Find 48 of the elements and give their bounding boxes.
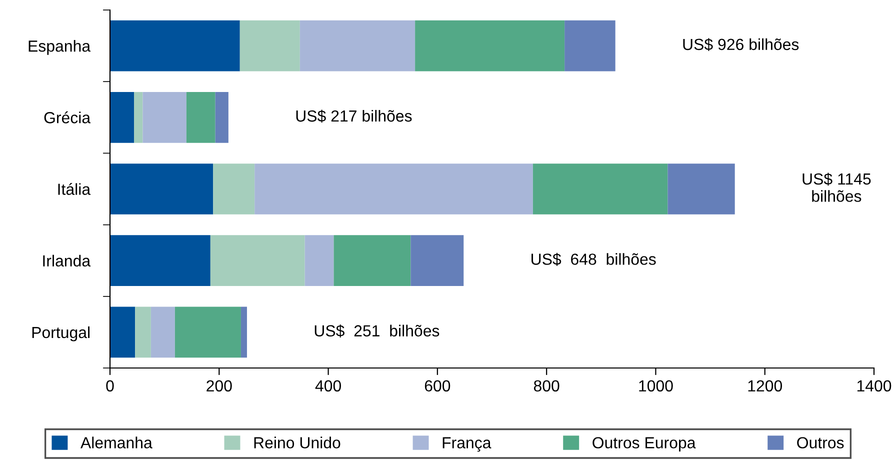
bar [110,235,210,286]
x-tick-label: 1000 [639,380,673,392]
y-tick-label: Espanha [28,40,91,55]
bar [304,235,334,286]
bar [240,20,300,72]
bar [110,92,134,143]
bar [532,164,668,214]
y-tick-label: Itália [58,183,91,195]
bar [210,235,305,286]
x-tick-label: 200 [206,380,232,392]
bar [564,20,616,72]
y-tick-label: Grécia [44,111,91,124]
y-tick-label: Portugal [32,326,90,342]
annotation: US$ 217 bilhões [296,110,412,123]
x-tick-label: 1400 [857,380,892,392]
bar [410,235,464,286]
bar [110,164,214,214]
x-tick-label: 600 [424,380,450,392]
bar [110,306,136,358]
bar [668,164,735,214]
bar [110,20,240,72]
bar [150,306,175,358]
annotation: US$ 648 bilhões [532,252,656,266]
bar [142,92,186,143]
legend-label: Alemanha [80,436,152,448]
bar [174,306,241,358]
bar [254,164,533,214]
annotation: US$ 251 bilhões [314,324,440,338]
bar [300,20,416,72]
legend-label: Outros Europa [592,437,696,452]
bar [134,92,143,143]
bar [334,235,411,286]
x-tick-label: 800 [534,380,560,392]
bar [213,164,255,214]
bar [135,306,151,358]
y-tick-label: Irlanda [43,254,91,267]
bar [415,20,565,72]
x-tick-label: 1200 [748,380,782,392]
legend-label: Outros [797,437,844,448]
annotation: US$ 926 bilhões [683,38,799,52]
bar [240,306,247,358]
annotation: US$ 1145 bilhões [802,172,871,202]
bar [186,92,216,143]
x-tick-label: 400 [315,380,341,392]
legend-label: Reino Unido [254,436,340,448]
bar [215,92,228,143]
legend-label: França [442,437,492,452]
x-tick-label: 0 [106,380,114,392]
